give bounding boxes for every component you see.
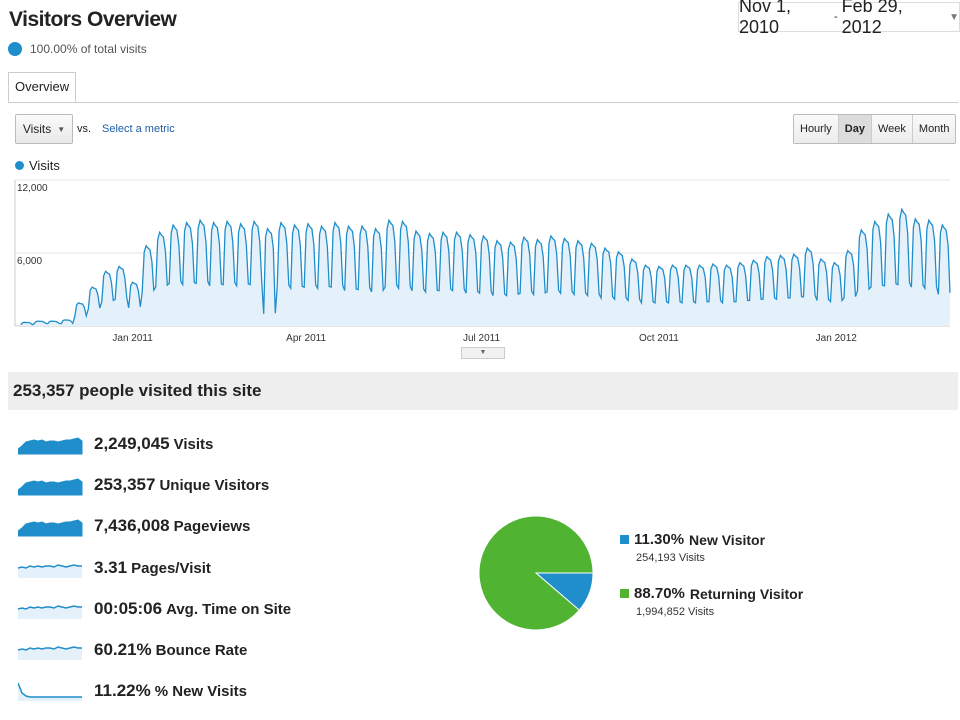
visits-series-line <box>20 207 951 326</box>
metric-label: Pageviews <box>173 517 251 535</box>
metric-row[interactable]: 7,436,008 Pageviews <box>18 514 250 538</box>
vs-label: vs. <box>77 123 92 135</box>
metric-select-value: Visits <box>22 122 52 136</box>
sparkline-line <box>18 564 82 569</box>
sparkline-icon <box>18 478 83 496</box>
date-start: Nov 1, 2010 <box>739 0 792 37</box>
sparkline-area <box>18 437 83 455</box>
slice-percent: 11.30% <box>634 531 685 548</box>
month-button[interactable]: Month <box>911 115 956 143</box>
day-button[interactable]: Day <box>837 115 871 143</box>
metric-row[interactable]: 253,357 Unique Visitors <box>18 473 269 497</box>
pie-legend-item: 11.30% New Visitor 254,193 Visits <box>620 531 765 564</box>
slice-name: Returning Visitor <box>689 585 804 602</box>
sparkline-icon <box>18 564 82 578</box>
y-tick-label: 6,000 <box>17 256 42 267</box>
hourly-button[interactable]: Hourly <box>794 115 838 143</box>
date-range-picker[interactable]: Nov 1, 2010 - Feb 29, 2012 ▼ <box>738 0 960 37</box>
metric-label: Visits <box>173 435 214 453</box>
chevron-down-icon: ▼ <box>57 124 66 134</box>
summary-headline: 253,357 people visited this site <box>8 372 958 410</box>
slice-visits: 1,994,852 Visits <box>636 606 715 618</box>
metric-value: 3.31 <box>94 558 128 577</box>
sparkline-icon <box>18 437 83 455</box>
segment-pie-icon <box>8 42 22 56</box>
visits-area-fill <box>20 209 951 326</box>
week-button[interactable]: Week <box>870 115 912 143</box>
sparkline-area <box>18 565 82 578</box>
metric-row[interactable]: 3.31 Pages/Visit <box>18 556 211 580</box>
metric-value: 253,357 <box>94 475 156 494</box>
metric-label: Pages/Visit <box>131 559 211 577</box>
metric-select[interactable]: Visits ▼ <box>15 114 73 144</box>
date-separator: - <box>833 11 838 23</box>
sparkline-line <box>18 682 82 698</box>
visits-chart: 12,000 6,000 Jan 2011 Apr 2011 Jul 2011 Oct 2… <box>14 179 951 344</box>
metric-value: 11.22% <box>94 681 151 700</box>
sparkline-area <box>18 478 83 496</box>
granularity-buttons: Hourly Day Week Month <box>793 114 957 144</box>
tab-bar: Overview <box>8 72 958 103</box>
x-tick-label: Jan 2011 <box>112 333 153 344</box>
chevron-down-icon: ▼ <box>949 11 959 23</box>
legend-label: Visits <box>29 158 60 173</box>
sparkline-line <box>18 646 82 651</box>
sparkline-line <box>18 605 82 610</box>
metric-label: Bounce Rate <box>155 641 248 659</box>
sparkline-area <box>18 519 83 537</box>
date-end: Feb 29, 2012 <box>841 0 903 37</box>
x-tick-label: Jul 2011 <box>463 333 501 344</box>
metric-value: 00:05:06 <box>94 599 163 618</box>
sparkline-area <box>18 683 82 701</box>
metric-row[interactable]: 00:05:06 Avg. Time on Site <box>18 597 291 621</box>
page-title: Visitors Overview <box>9 8 177 31</box>
sparkline-area <box>18 606 82 619</box>
metric-value: 2,249,045 <box>94 434 170 453</box>
tab-overview[interactable]: Overview <box>8 72 77 102</box>
metric-row[interactable]: 2,249,045 Visits <box>18 432 213 456</box>
legend-swatch-icon <box>620 535 629 544</box>
segment-text: 100.00% of total visits <box>30 42 147 56</box>
y-tick-label: 12,000 <box>17 183 48 194</box>
chart-legend: Visits <box>15 158 60 173</box>
chart-resize-handle[interactable]: ▼ <box>461 347 505 359</box>
x-tick-label: Jan 2012 <box>816 333 858 344</box>
metric-row[interactable]: 60.21% Bounce Rate <box>18 638 247 662</box>
sparkline-area <box>18 647 82 660</box>
select-metric-link[interactable]: Select a metric <box>102 123 175 135</box>
metric-label: % New Visits <box>154 682 247 700</box>
x-tick-label: Oct 2011 <box>639 333 679 344</box>
metric-label: Avg. Time on Site <box>166 600 292 618</box>
visitor-type-pie <box>478 515 594 631</box>
segment-indicator: 100.00% of total visits <box>8 42 147 56</box>
slice-visits: 254,193 Visits <box>636 552 705 564</box>
legend-dot-icon <box>15 161 24 170</box>
pie-slice-returning-visitor[interactable] <box>478 515 594 631</box>
sparkline-icon <box>18 646 82 660</box>
metric-value: 7,436,008 <box>94 516 170 535</box>
legend-swatch-icon <box>620 589 629 598</box>
slice-percent: 88.70% <box>634 585 685 602</box>
sparkline-icon <box>18 605 82 619</box>
metric-value: 60.21% <box>94 640 152 659</box>
sparkline-icon <box>18 519 83 537</box>
pie-legend-item: 88.70% Returning Visitor 1,994,852 Visits <box>620 585 803 618</box>
metric-row[interactable]: 11.22%% New Visits <box>18 679 247 703</box>
sparkline-icon <box>18 682 82 701</box>
slice-name: New Visitor <box>689 531 766 548</box>
metric-label: Unique Visitors <box>159 476 270 494</box>
x-tick-label: Apr 2011 <box>286 333 326 344</box>
